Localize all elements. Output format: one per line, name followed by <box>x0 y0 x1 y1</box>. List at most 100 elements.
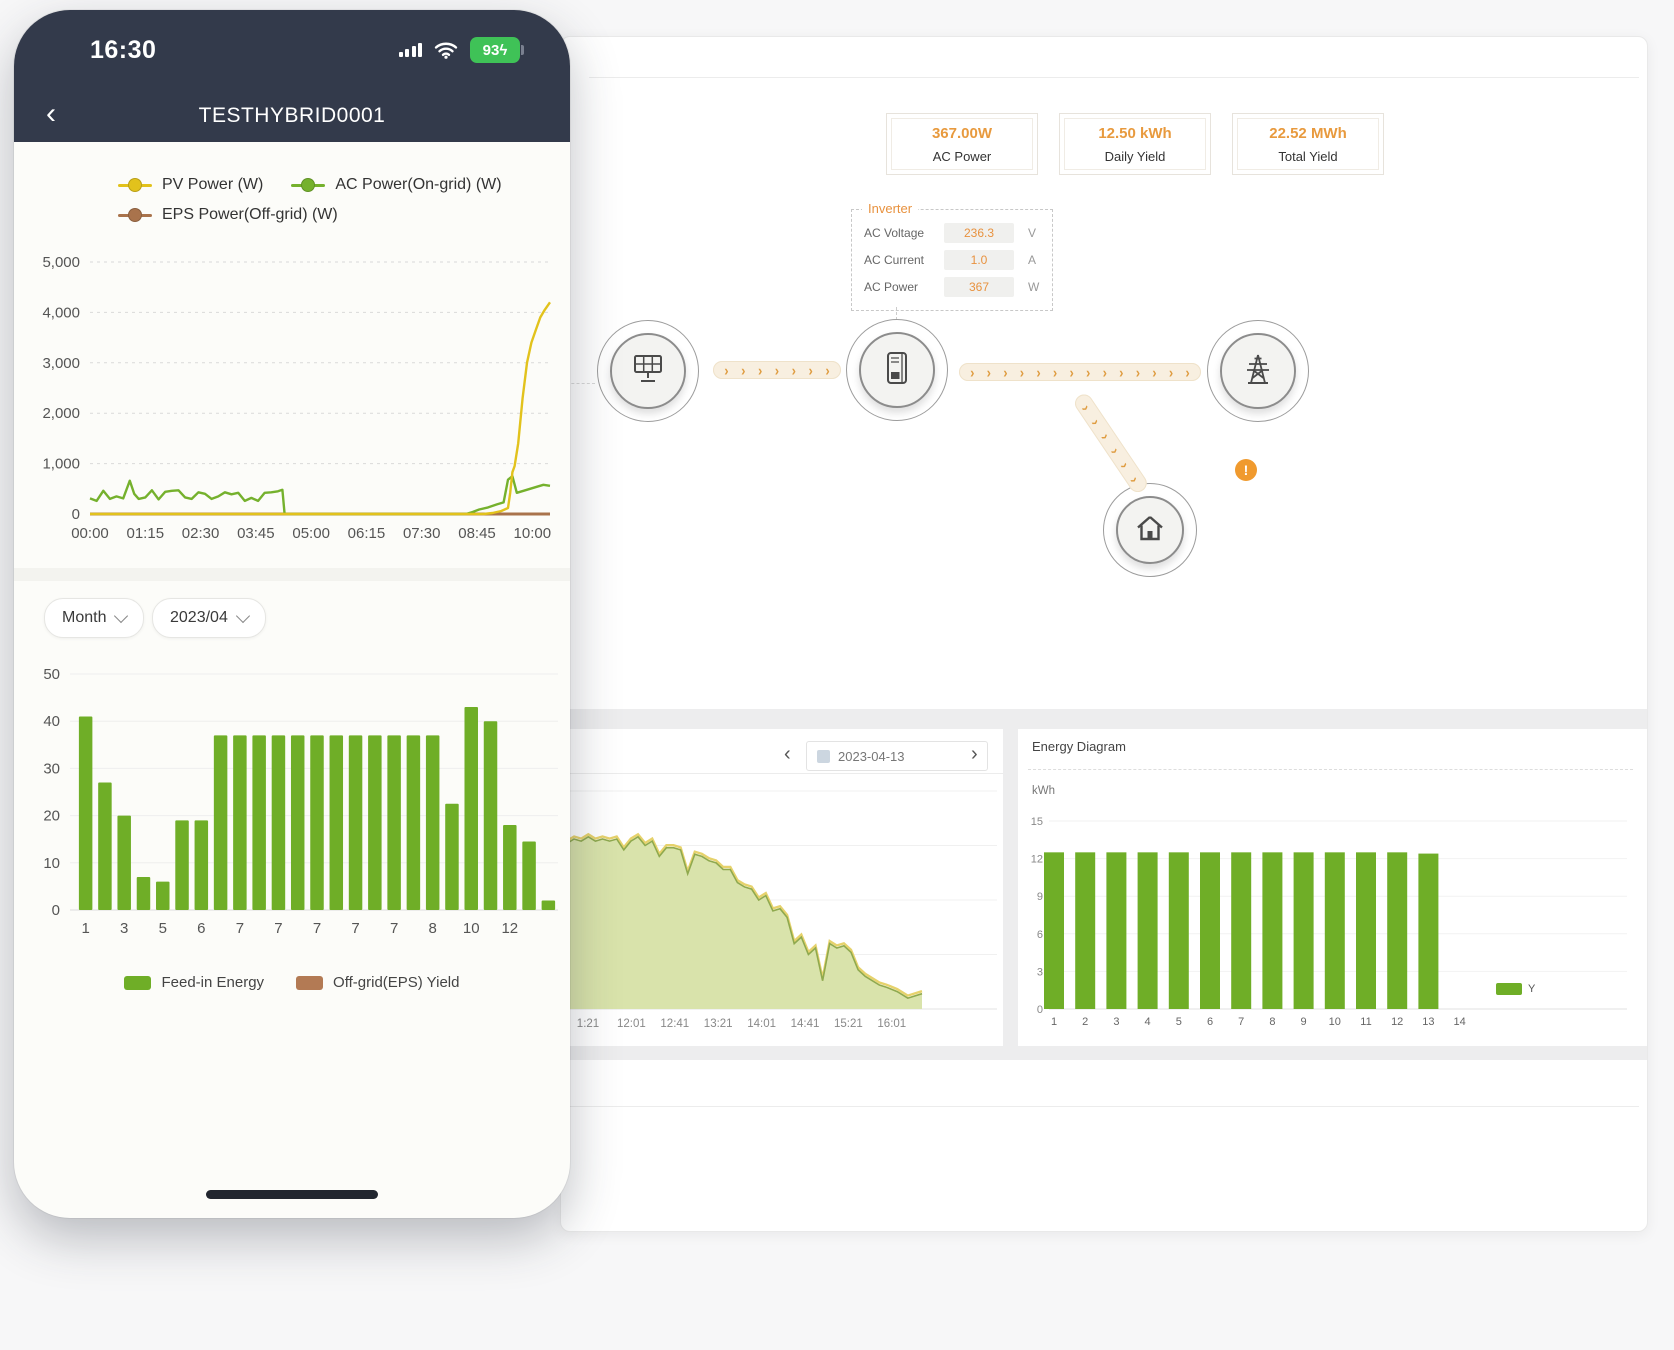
period-dropdown-value: Month <box>62 609 107 626</box>
period-dropdown[interactable]: Month <box>44 598 145 638</box>
svg-text:0: 0 <box>72 506 80 523</box>
flow-node-home[interactable] <box>1103 483 1197 577</box>
legend-label-feed-in: Feed-in Energy <box>161 974 265 991</box>
svg-text:14:01: 14:01 <box>747 1018 776 1030</box>
svg-text:12:41: 12:41 <box>660 1018 689 1030</box>
legend-item-feed-in[interactable]: Feed-in Energy <box>124 974 264 991</box>
date-prev-button[interactable]: ‹ <box>784 743 791 765</box>
svg-text:1: 1 <box>81 920 89 937</box>
ac-power-row-unit: W <box>1028 280 1040 294</box>
ac-power-marker-icon <box>291 178 326 192</box>
svg-text:1,000: 1,000 <box>42 456 80 473</box>
legend-item-pv-power[interactable]: PV Power (W) <box>118 176 263 194</box>
svg-text:02:30: 02:30 <box>182 525 220 542</box>
inverter-panel-title: Inverter <box>862 201 919 216</box>
legend-item-ac-power[interactable]: AC Power(On-grid) (W) <box>291 176 502 194</box>
flow-arrows-inverter-to-grid: › › › › › › › › › › › › › › <box>959 363 1201 381</box>
date-nav-divider <box>566 773 1003 774</box>
legend-label-eps: EPS Power(Off-grid) (W) <box>162 206 338 223</box>
svg-text:15: 15 <box>1031 816 1043 828</box>
panel-header-divider <box>589 77 1639 78</box>
svg-text:8: 8 <box>429 920 437 937</box>
svg-text:9: 9 <box>1037 891 1043 903</box>
stat-card-ac-power: 367.00W AC Power <box>886 113 1038 175</box>
flow-node-inverter[interactable] <box>846 319 948 421</box>
ac-power-label: AC Power <box>932 148 992 164</box>
svg-text:12: 12 <box>1031 854 1043 866</box>
calendar-icon <box>817 749 830 763</box>
monthly-energy-bar-chart[interactable]: 0 10 20 30 40 50 1 3 5 6 7 7 7 7 7 8 10 12 <box>22 655 566 955</box>
ac-current-label: AC Current <box>864 253 925 267</box>
svg-text:10: 10 <box>43 855 60 872</box>
svg-text:12:01: 12:01 <box>617 1018 646 1030</box>
daily-yield-value: 12.50 kWh <box>1098 124 1172 142</box>
legend-item-off-grid[interactable]: Off-grid(EPS) Yield <box>296 974 460 991</box>
svg-text:07:30: 07:30 <box>403 525 441 542</box>
connector-dashed-vertical <box>896 307 897 320</box>
pv-power-line-chart[interactable]: 0 1,000 2,000 3,000 4,000 5,000 00:00 01:15 02:3… <box>20 238 564 550</box>
daily-power-card: ‹ 2023-04-13 › 1:21 12:01 12:41 13:21 14:01 1… <box>566 729 1003 1046</box>
section-separator-bottom <box>561 1046 1647 1060</box>
svg-text:14:41: 14:41 <box>791 1018 820 1030</box>
back-button[interactable]: ‹ <box>46 97 56 130</box>
legend-label-pv: PV Power (W) <box>162 176 264 193</box>
home-indicator <box>206 1190 378 1199</box>
month-dropdown[interactable]: 2023/04 <box>152 598 266 638</box>
inverter-icon <box>881 350 913 391</box>
chevron-down-icon <box>114 608 129 623</box>
svg-text:14: 14 <box>1453 1016 1465 1028</box>
energy-diagram-card: Energy Diagram kWh 0 3 6 9 12 15 1 2 3 4 5 6 7 8 9 10 11… <box>1018 729 1643 1046</box>
stat-card-total-yield: 22.52 MWh Total Yield <box>1232 113 1384 175</box>
svg-text:13:21: 13:21 <box>704 1018 733 1030</box>
energy-diagram-legend[interactable]: Y <box>1496 983 1535 995</box>
svg-text:3: 3 <box>1037 966 1043 978</box>
svg-text:5: 5 <box>159 920 167 937</box>
flow-arrows-solar-to-inverter: › › › › › › › <box>713 361 841 379</box>
date-picker[interactable]: 2023-04-13 <box>806 741 988 771</box>
battery-bolt-icon: ϟ <box>499 41 508 59</box>
ac-voltage-value: 236.3 <box>944 223 1014 243</box>
legend-label-off-grid: Off-grid(EPS) Yield <box>333 974 460 991</box>
total-yield-value: 22.52 MWh <box>1269 124 1347 142</box>
status-time: 16:30 <box>90 35 157 64</box>
chevron-down-icon <box>235 608 250 623</box>
inverter-info-panel: Inverter AC Voltage 236.3 V AC Current 1… <box>851 201 1053 311</box>
ac-power-row-value: 367 <box>944 277 1014 297</box>
power-tower-icon <box>1242 352 1274 391</box>
eps-power-marker-icon <box>118 208 152 222</box>
svg-text:0: 0 <box>52 902 60 919</box>
svg-text:5,000: 5,000 <box>42 254 80 271</box>
svg-text:50: 50 <box>43 666 60 683</box>
date-next-button[interactable]: › <box>971 743 978 765</box>
svg-text:10: 10 <box>463 920 480 937</box>
flow-node-home-inner <box>1116 496 1184 564</box>
svg-text:7: 7 <box>351 920 359 937</box>
svg-text:7: 7 <box>313 920 321 937</box>
svg-text:3,000: 3,000 <box>42 355 80 372</box>
device-title: TESTHYBRID0001 <box>198 104 386 127</box>
panel-bottom-divider <box>569 1106 1639 1107</box>
flow-node-power-grid[interactable] <box>1207 320 1309 422</box>
svg-text:01:15: 01:15 <box>127 525 165 542</box>
energy-legend-label: Y <box>1528 983 1536 995</box>
ac-voltage-label: AC Voltage <box>864 226 925 240</box>
daily-power-area-chart[interactable]: 1:21 12:01 12:41 13:21 14:01 14:41 15:21 16:01 <box>567 779 1001 1041</box>
flow-node-solar-panels[interactable] <box>597 320 699 422</box>
svg-text:7: 7 <box>236 920 244 937</box>
svg-text:00:00: 00:00 <box>71 525 109 542</box>
svg-text:4: 4 <box>1145 1016 1151 1028</box>
battery-icon: 93 ϟ <box>470 37 524 63</box>
flow-node-inverter-inner <box>859 332 935 408</box>
connector-dashed-horizontal <box>561 383 595 384</box>
svg-text:15:21: 15:21 <box>834 1018 863 1030</box>
svg-text:40: 40 <box>43 713 60 730</box>
wifi-icon <box>434 41 458 59</box>
section-separator <box>561 709 1647 729</box>
energy-diagram-title: Energy Diagram <box>1032 739 1126 754</box>
svg-text:5: 5 <box>1176 1016 1182 1028</box>
legend-item-eps-power[interactable]: EPS Power(Off-grid) (W) <box>118 206 338 224</box>
svg-text:7: 7 <box>1238 1016 1244 1028</box>
alert-badge[interactable]: ! <box>1235 459 1257 481</box>
